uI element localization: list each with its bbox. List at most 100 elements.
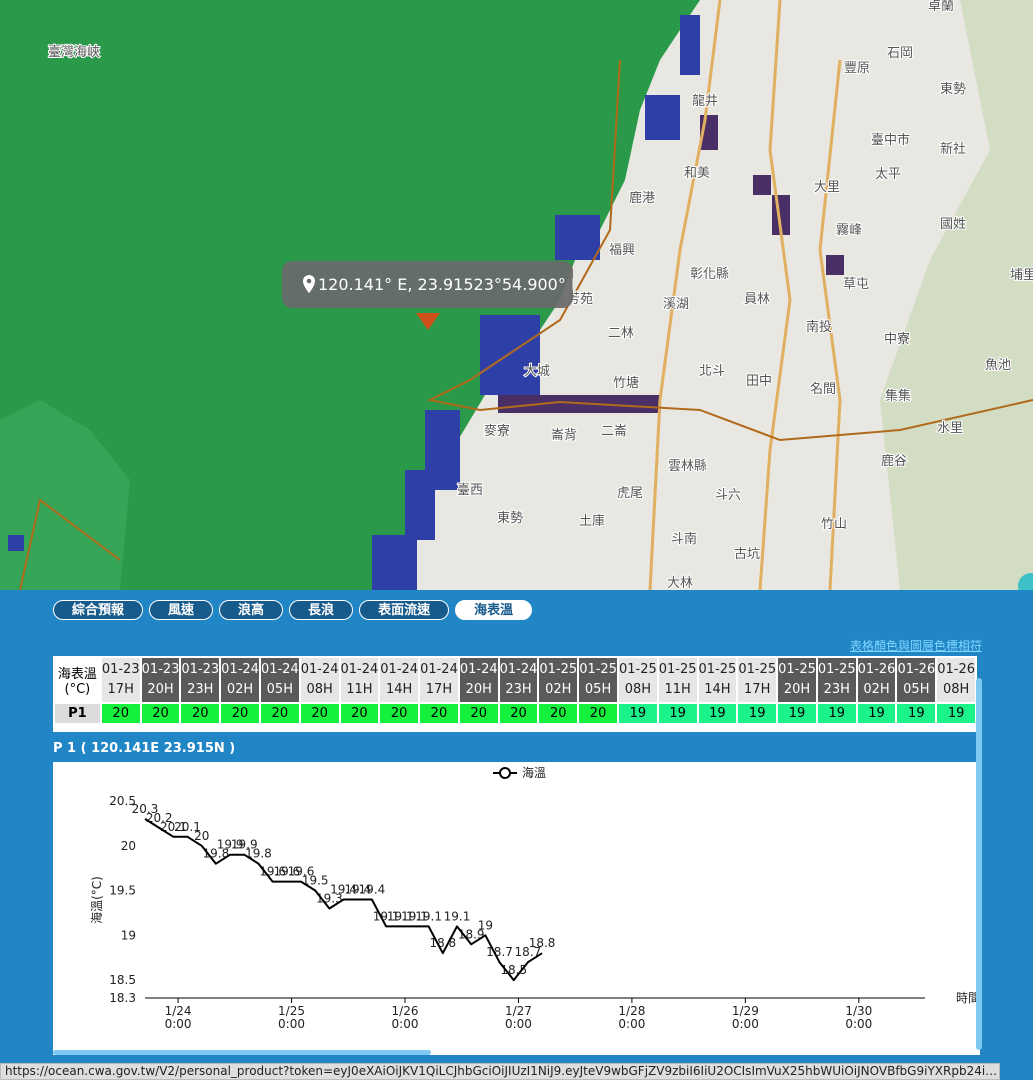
cell — [680, 15, 700, 75]
value-cell: 20 — [221, 704, 259, 723]
data-label: 18.8 — [429, 936, 456, 950]
header-date: 01-24 — [221, 662, 259, 677]
value-cell: 20 — [420, 704, 458, 723]
place-label: 虎尾 — [617, 486, 643, 501]
vertical-scrollbar[interactable] — [976, 678, 982, 1050]
tab[interactable]: 表面流速 — [359, 600, 450, 620]
mountain-area — [880, 0, 1033, 590]
legend-link[interactable]: 表格顏色與圖層色標相符 — [849, 639, 982, 653]
data-label: 19.5 — [302, 874, 329, 888]
value-cell: 19 — [738, 704, 777, 723]
header-date: 01-23 — [141, 662, 180, 677]
x-tick-label: 1/24 0:00 — [164, 1004, 192, 1031]
place-label: 麥寮 — [484, 423, 510, 439]
county-borders — [19, 59, 1033, 590]
place-label: 竹塘 — [613, 375, 639, 391]
header-date: 01-25 — [698, 662, 737, 677]
time-header: 01-24 17H — [420, 658, 458, 702]
value-cell: 20 — [101, 704, 140, 723]
time-header: 01-25 08H — [618, 658, 657, 702]
place-label: 東勢 — [497, 510, 523, 526]
location-marker — [416, 313, 440, 330]
time-header: 01-26 02H — [857, 658, 896, 702]
data-label: 20.3 — [132, 802, 159, 816]
header-date: 01-26 — [857, 662, 896, 677]
tab[interactable]: 長浪 — [289, 600, 354, 620]
data-label: 19.1 — [415, 909, 442, 923]
place-label: 名間 — [810, 381, 836, 397]
header-hour: 02H — [863, 682, 890, 697]
place-label: 東勢 — [940, 81, 966, 97]
place-label: 水里 — [937, 421, 963, 436]
value-cell: 19 — [857, 704, 896, 723]
series-line — [144, 818, 543, 982]
value-cell: 19 — [817, 704, 856, 723]
value-cell: 20 — [499, 704, 538, 723]
time-header: 01-26 08H — [937, 658, 975, 702]
time-header: 01-25 17H — [738, 658, 777, 702]
data-label: 20.1 — [174, 820, 201, 834]
header-date: 01-25 — [738, 662, 777, 677]
header-date: 01-24 — [420, 662, 458, 677]
header-date: 01-24 — [380, 662, 419, 677]
data-label: 19 — [478, 918, 493, 932]
header-hour: 08H — [624, 682, 652, 697]
place-label: 臺西 — [457, 483, 483, 498]
pin-icon — [303, 275, 315, 293]
place-label: 草屯 — [843, 277, 869, 292]
tab[interactable]: 浪高 — [219, 600, 284, 620]
place-label: 福興 — [609, 243, 635, 258]
header-date: 01-26 — [897, 662, 936, 677]
place-label: 芳苑 — [567, 292, 593, 307]
header-hour: 23H — [823, 682, 850, 697]
x-axis-label: 時間 — [956, 991, 980, 1005]
data-label: 20.1 — [160, 820, 187, 834]
header-hour: 05H — [903, 682, 930, 697]
coordinates: 120.141° E, 23.91523°54.900° N — [318, 275, 573, 294]
tab[interactable]: 海表溫 — [455, 600, 533, 620]
header-date: 01-25 — [658, 662, 697, 677]
place-label: 集集 — [885, 388, 911, 404]
tab[interactable]: 綜合預報 — [53, 600, 144, 620]
header-hour: 05H — [266, 682, 293, 697]
cell — [555, 215, 600, 260]
time-header: 01-25 14H — [698, 658, 737, 702]
data-label: 19.9 — [217, 838, 244, 852]
forecast-table: 海表溫(°C) 01-23 17H 01-23 20H 01-23 23H 01-24 02H 0… — [53, 656, 977, 732]
time-header: 01-23 17H — [101, 658, 140, 702]
time-header: 01-24 02H — [221, 658, 259, 702]
place-label: 彰化縣 — [690, 266, 729, 282]
time-header: 01-25 23H — [817, 658, 856, 702]
place-label: 南投 — [806, 319, 832, 335]
horizontal-scrollbar[interactable] — [53, 1050, 431, 1055]
value-cell: 20 — [260, 704, 299, 723]
place-label: 鹿港 — [629, 190, 655, 206]
place-label: 龍井 — [692, 93, 718, 109]
time-header: 01-25 02H — [539, 658, 578, 702]
value-cell: 20 — [340, 704, 379, 723]
header-hour: 23H — [187, 682, 214, 697]
forecast-panel: 綜合預報 風速 浪高 長浪 表面流速 海表溫 表格顏色與圖層色標相符 海表溫(°C) 01-… — [0, 590, 1033, 1080]
tab-bar: 綜合預報 風速 浪高 長浪 表面流速 海表溫 — [53, 600, 533, 620]
header-date: 01-24 — [459, 662, 498, 677]
tab[interactable]: 風速 — [149, 600, 214, 620]
data-label: 18.5 — [500, 963, 527, 977]
cell — [405, 470, 435, 540]
data-label: 19.8 — [245, 847, 272, 861]
corner-cell: 海表溫(°C) — [55, 658, 100, 702]
data-label: 19.1 — [401, 909, 428, 923]
status-bar: https://ocean.cwa.gov.tw/V2/personal_pro… — [0, 1063, 1000, 1080]
place-label: 大林 — [667, 576, 693, 590]
time-header: 01-26 05H — [897, 658, 936, 702]
header-hour: 02H — [226, 682, 254, 697]
header-date: 01-25 — [618, 662, 657, 677]
header-date: 01-25 — [539, 662, 578, 677]
place-label: 霧峰 — [836, 223, 862, 238]
place-label: 斗六 — [715, 488, 741, 503]
time-header: 01-24 23H — [499, 658, 538, 702]
border — [426, 59, 1033, 442]
value-cell: 19 — [618, 704, 657, 723]
value-cell: 20 — [380, 704, 419, 723]
y-tick-label: 20 — [121, 839, 136, 853]
